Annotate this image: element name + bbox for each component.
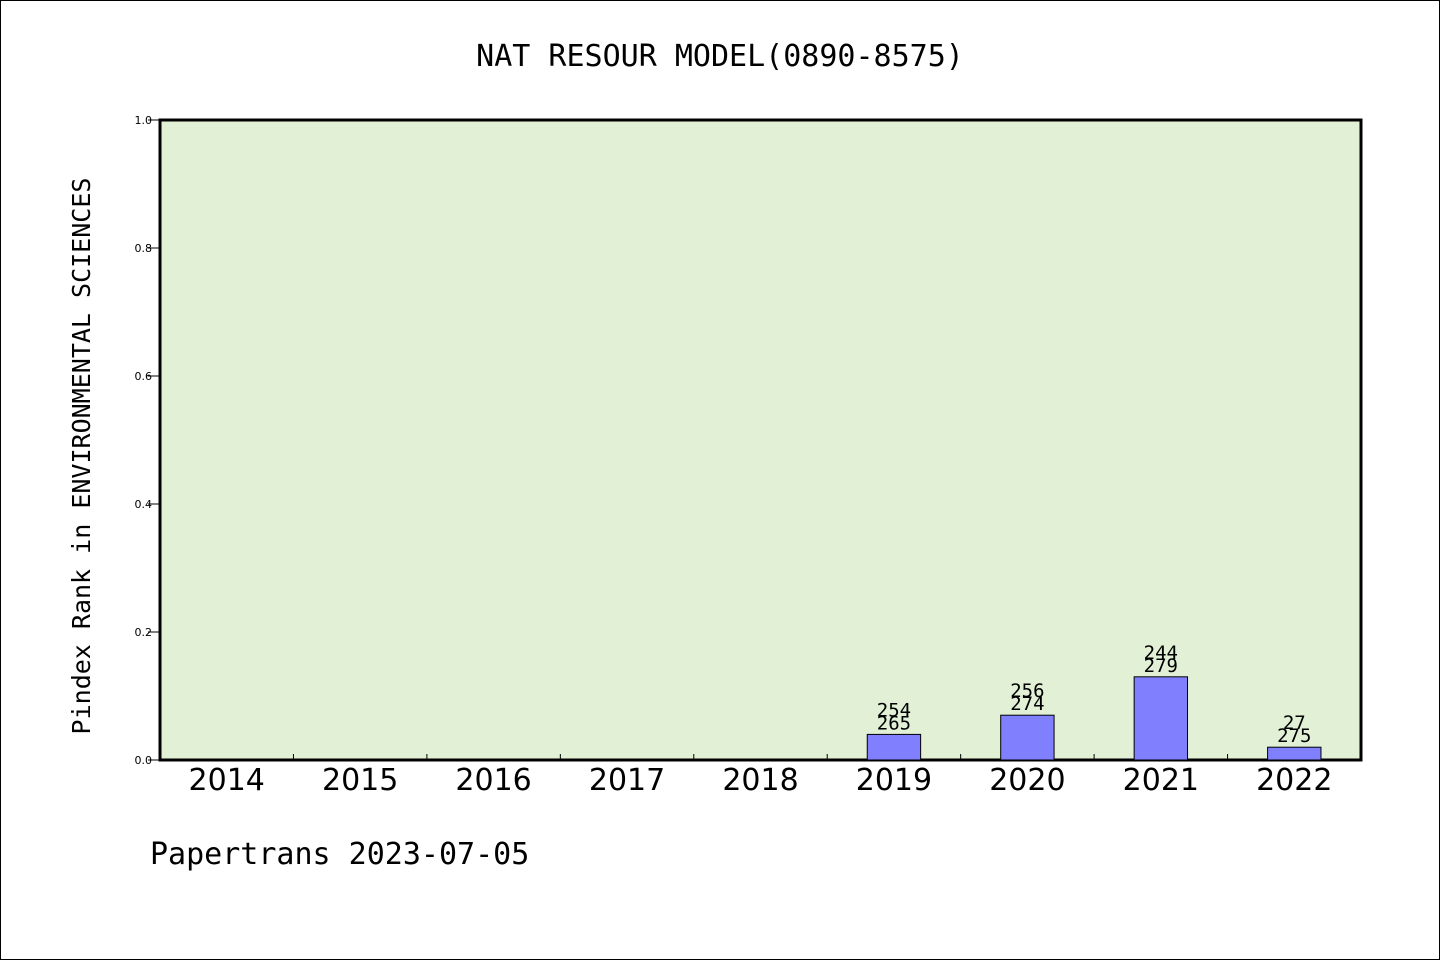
y-tick-label: 0.0 — [135, 754, 153, 767]
bar-label-bottom: 274 — [1010, 693, 1044, 715]
x-tick-label: 2016 — [455, 763, 531, 798]
x-tick-label: 2017 — [589, 763, 665, 798]
y-axis-label: Pindex Rank in ENVIRONMENTAL SCIENCES — [67, 178, 96, 735]
x-tick-label: 2019 — [856, 763, 932, 798]
x-tick-label: 2022 — [1256, 763, 1332, 798]
source-footer: Papertrans 2023-07-05 — [150, 837, 529, 872]
y-tick-label: 0.8 — [135, 242, 153, 255]
bar-label-bottom: 275 — [1277, 725, 1311, 747]
x-tick-label: 2021 — [1123, 763, 1199, 798]
bar-label-top: 254 — [877, 699, 911, 721]
bar-label-top: 27 — [1283, 712, 1306, 734]
bar-2019 — [866, 733, 922, 761]
y-tick-label: 1.0 — [135, 114, 153, 127]
bar-2022 — [1267, 746, 1322, 761]
bar-label-top: 256 — [1010, 680, 1044, 702]
bar-2021 — [1133, 676, 1189, 761]
bar-label-bottom: 279 — [1144, 655, 1178, 677]
x-tick-label: 2018 — [722, 763, 798, 798]
y-tick-label: 0.6 — [135, 370, 153, 383]
y-tick-label: 0.2 — [135, 626, 153, 639]
bar-label-bottom: 265 — [877, 712, 911, 734]
x-tick-label: 2014 — [189, 763, 265, 798]
x-tick-label: 2015 — [322, 763, 398, 798]
bar-2020 — [1000, 714, 1055, 761]
plot-area — [158, 118, 1363, 762]
y-tick-label: 0.4 — [135, 498, 153, 511]
y-axis: 0.0 0.2 0.4 0.6 0.8 1.0 — [135, 114, 160, 767]
x-axis: 2014 2015 2016 2017 2018 2019 2020 2021 2022 — [189, 754, 1332, 798]
bar-label-top: 244 — [1144, 642, 1178, 664]
chart-title: NAT RESOUR MODEL(0890-8575) — [476, 39, 964, 74]
x-tick-label: 2020 — [989, 763, 1065, 798]
